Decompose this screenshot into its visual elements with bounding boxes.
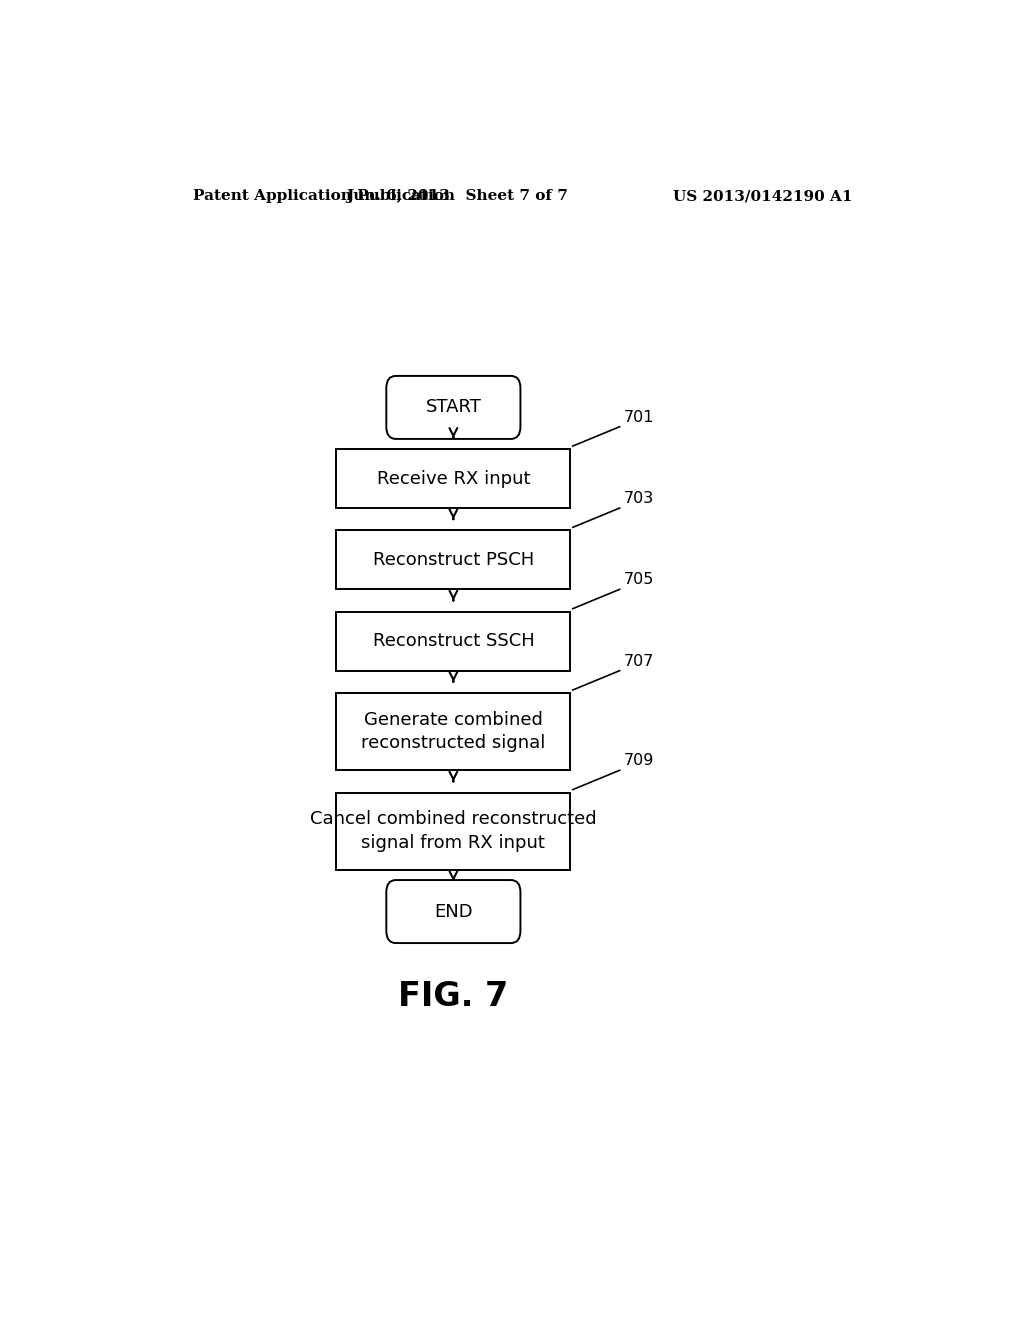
Text: 705: 705 xyxy=(624,573,654,587)
Text: START: START xyxy=(425,399,481,416)
Bar xyxy=(336,531,570,589)
Bar xyxy=(336,693,570,771)
Text: Reconstruct PSCH: Reconstruct PSCH xyxy=(373,550,534,569)
Bar xyxy=(336,449,570,508)
FancyBboxPatch shape xyxy=(386,880,520,942)
Text: Reconstruct SSCH: Reconstruct SSCH xyxy=(373,632,535,651)
Text: Cancel combined reconstructed
signal from RX input: Cancel combined reconstructed signal fro… xyxy=(310,810,597,851)
Text: Patent Application Publication: Patent Application Publication xyxy=(194,189,455,203)
Text: Jun. 6, 2013   Sheet 7 of 7: Jun. 6, 2013 Sheet 7 of 7 xyxy=(346,189,568,203)
Text: US 2013/0142190 A1: US 2013/0142190 A1 xyxy=(673,189,853,203)
Text: 709: 709 xyxy=(624,754,654,768)
Text: Receive RX input: Receive RX input xyxy=(377,470,530,487)
Text: END: END xyxy=(434,903,473,920)
Text: Generate combined
reconstructed signal: Generate combined reconstructed signal xyxy=(361,711,546,752)
Text: FIG. 7: FIG. 7 xyxy=(398,981,509,1014)
Text: 703: 703 xyxy=(624,491,654,506)
Bar xyxy=(336,792,570,870)
FancyBboxPatch shape xyxy=(386,376,520,440)
Text: 701: 701 xyxy=(624,409,654,425)
Text: 707: 707 xyxy=(624,653,654,669)
Bar xyxy=(336,611,570,671)
